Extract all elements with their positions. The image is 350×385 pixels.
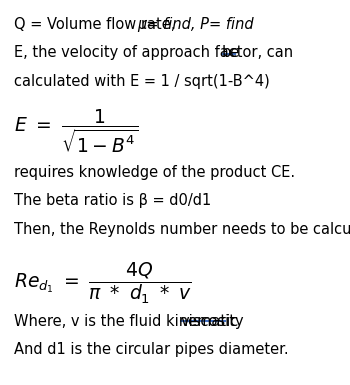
Text: E, the velocity of approach factor, can: E, the velocity of approach factor, can	[14, 45, 298, 60]
Text: Q = Volume flow rate,: Q = Volume flow rate,	[14, 17, 180, 32]
Text: μ= find, P= find: μ= find, P= find	[137, 17, 254, 32]
Text: $E\ =\ \dfrac{1}{\sqrt{1-B^4}}$: $E\ =\ \dfrac{1}{\sqrt{1-B^4}}$	[14, 108, 139, 155]
Text: calculated with E = 1 / sqrt(1-B^4): calculated with E = 1 / sqrt(1-B^4)	[14, 74, 270, 89]
Text: The beta ratio is β = d0/d1: The beta ratio is β = d0/d1	[14, 193, 211, 208]
Text: Where, v is the fluid kinematic: Where, v is the fluid kinematic	[14, 314, 243, 329]
Text: be: be	[222, 45, 240, 60]
Text: viscosity: viscosity	[181, 314, 245, 329]
Text: Then, the Reynolds number needs to be calculated:: Then, the Reynolds number needs to be ca…	[14, 222, 350, 237]
Text: requires knowledge of the product CE.: requires knowledge of the product CE.	[14, 165, 295, 180]
Text: $Re_{d_1}\ =\ \dfrac{4Q}{\pi\ *\ d_1\ *\ v}$: $Re_{d_1}\ =\ \dfrac{4Q}{\pi\ *\ d_1\ *\…	[14, 261, 192, 306]
Text: And d1 is the circular pipes diameter.: And d1 is the circular pipes diameter.	[14, 342, 289, 357]
